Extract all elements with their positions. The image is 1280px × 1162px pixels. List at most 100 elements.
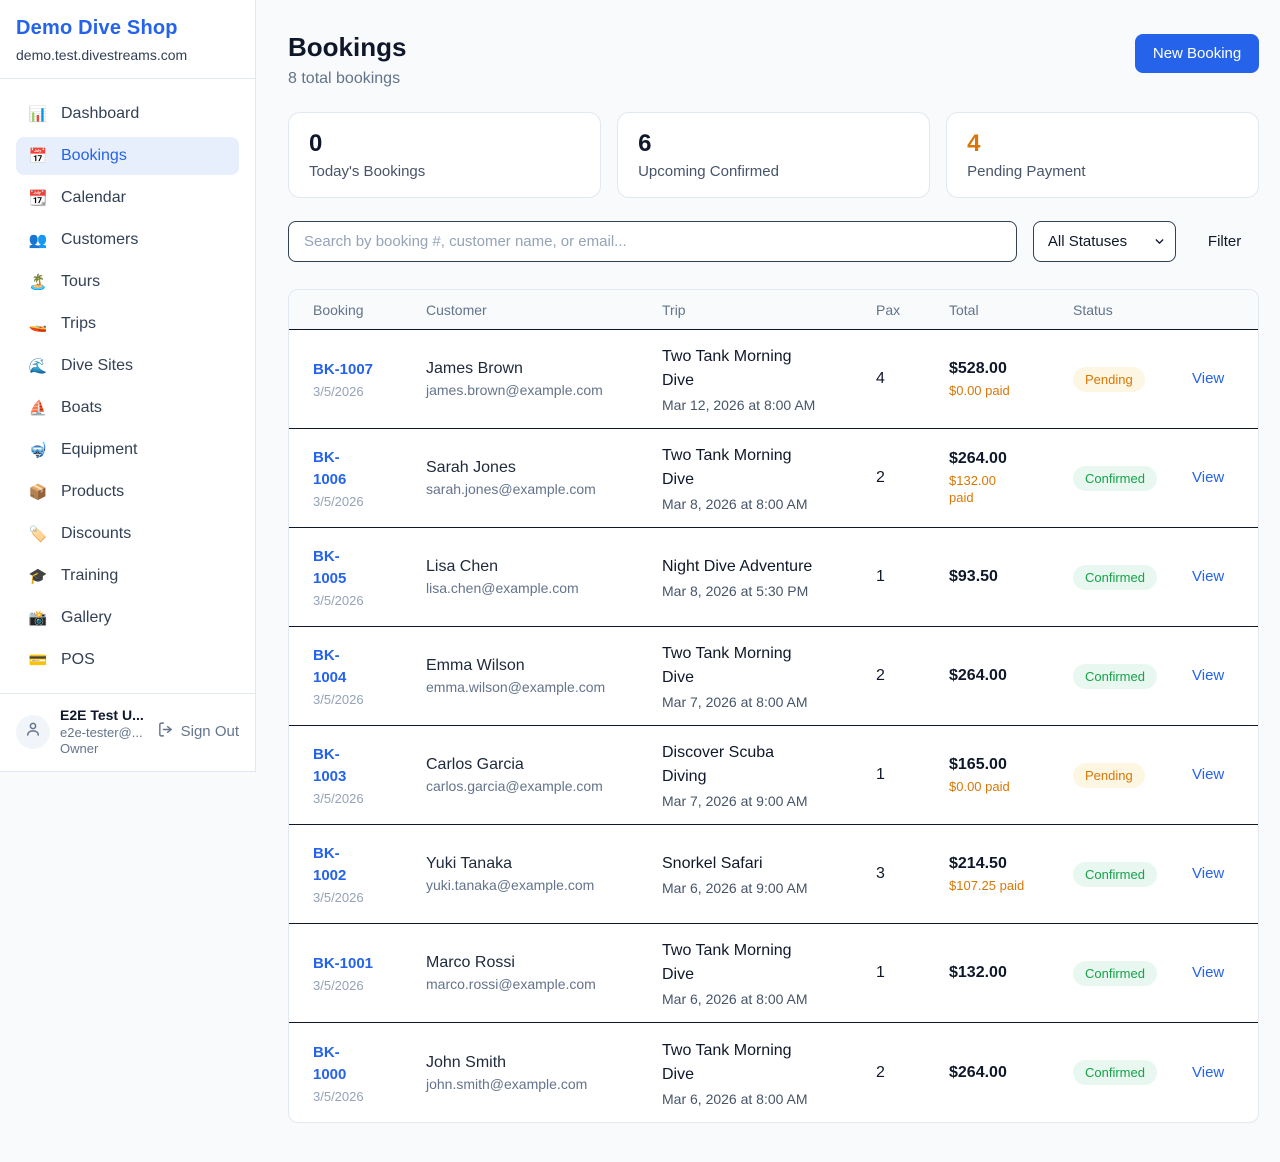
sidebar-item-training[interactable]: 🎓 Training xyxy=(16,557,239,595)
status-cell: Pending xyxy=(1073,366,1192,392)
total-cell: $528.00 $0.00 paid xyxy=(949,360,1073,399)
customer-email: carlos.garcia@example.com xyxy=(426,778,603,794)
booking-date: 3/5/2026 xyxy=(313,692,364,707)
customer-cell: Carlos Garcia carlos.garcia@example.com xyxy=(426,756,662,794)
tear-off-calendar-icon: 📆 xyxy=(28,189,48,207)
table-row: BK- 1002 3/5/2026 Yuki Tanaka yuki.tanak… xyxy=(289,825,1259,924)
view-link[interactable]: View xyxy=(1192,865,1225,882)
booking-date: 3/5/2026 xyxy=(313,1088,364,1104)
booking-cell: BK- 1005 3/5/2026 xyxy=(313,546,426,608)
trip-cell: Two Tank Morning Dive Mar 6, 2026 at 8:0… xyxy=(662,1039,876,1107)
page-title: Bookings xyxy=(288,32,407,62)
sidebar-item-label: Dashboard xyxy=(61,105,140,122)
total-cell: $214.50 $107.25 paid xyxy=(949,855,1073,894)
table-row: BK-1007 3/5/2026 James Brown james.brown… xyxy=(289,330,1259,429)
booking-id-link[interactable]: BK- 1005 xyxy=(313,548,347,587)
customer-email: james.brown@example.com xyxy=(426,382,603,398)
trip-name: Two Tank Morning Dive xyxy=(662,645,792,686)
sidebar-item-pos[interactable]: 💳 POS xyxy=(16,641,239,679)
status-cell: Confirmed xyxy=(1073,663,1192,689)
search-input[interactable] xyxy=(288,221,1017,262)
sidebar-item-gallery[interactable]: 📸 Gallery xyxy=(16,599,239,637)
sidebar-item-trips[interactable]: 🚤 Trips xyxy=(16,305,239,343)
table-row: BK- 1005 3/5/2026 Lisa Chen lisa.chen@ex… xyxy=(289,528,1259,627)
booking-id-link[interactable]: BK- 1002 xyxy=(313,845,347,884)
status-cell: Pending xyxy=(1073,762,1192,788)
booking-id-link[interactable]: BK-1007 xyxy=(313,361,374,378)
customer-email: emma.wilson@example.com xyxy=(426,679,606,695)
user-name: E2E Test U... xyxy=(60,707,144,723)
booking-id-link[interactable]: BK- 1000 xyxy=(313,1043,347,1083)
status-badge: Confirmed xyxy=(1073,564,1157,590)
view-link[interactable]: View xyxy=(1192,964,1225,981)
page-subtitle: 8 total bookings xyxy=(288,70,401,87)
customer-cell: Yuki Tanaka yuki.tanaka@example.com xyxy=(426,855,662,893)
customer-cell: Emma Wilson emma.wilson@example.com xyxy=(426,657,662,695)
customer-cell: Sarah Jones sarah.jones@example.com xyxy=(426,459,662,497)
booking-id-link[interactable]: BK- 1004 xyxy=(313,647,347,686)
status-badge: Pending xyxy=(1073,762,1145,788)
sidebar-item-label: Calendar xyxy=(61,189,126,206)
sidebar-item-dashboard[interactable]: 📊 Dashboard xyxy=(16,95,239,133)
booking-cell: BK- 1003 3/5/2026 xyxy=(313,744,426,806)
total-cell: $264.00 xyxy=(949,1064,1073,1082)
booking-cell: BK-1007 3/5/2026 xyxy=(313,359,426,399)
stat-card: 4 Pending Payment xyxy=(946,112,1260,198)
bar-chart-icon: 📊 xyxy=(28,105,48,123)
sidebar-item-dive-sites[interactable]: 🌊 Dive Sites xyxy=(16,347,239,385)
trip-name: Discover Scuba Diving xyxy=(662,744,775,785)
booking-date: 3/5/2026 xyxy=(313,791,364,806)
booking-id-link[interactable]: BK- 1003 xyxy=(313,746,347,785)
stat-value: 0 xyxy=(309,130,323,157)
stat-label: Upcoming Confirmed xyxy=(638,163,779,180)
table-body: BK-1007 3/5/2026 James Brown james.brown… xyxy=(289,330,1259,1122)
brand-domain: demo.test.divestreams.com xyxy=(16,47,188,63)
new-booking-button[interactable]: New Booking xyxy=(1134,34,1260,73)
customer-cell: Marco Rossi marco.rossi@example.com xyxy=(426,954,662,992)
sidebar-item-bookings[interactable]: 📅 Bookings xyxy=(16,137,239,175)
sidebar-item-equipment[interactable]: 🤿 Equipment xyxy=(16,431,239,469)
sidebar-nav: 📊 Dashboard 📅 Bookings 📆 Calendar 👥 Cust… xyxy=(0,79,255,693)
sidebar-item-discounts[interactable]: 🏷️ Discounts xyxy=(16,515,239,553)
table-header-row: Booking Customer Trip Pax Total Status xyxy=(289,290,1259,330)
sign-out-button[interactable]: Sign Out xyxy=(157,721,239,742)
status-filter-select[interactable]: All Statuses xyxy=(1032,221,1176,262)
sidebar-item-customers[interactable]: 👥 Customers xyxy=(16,221,239,259)
sidebar-item-tours[interactable]: 🏝️ Tours xyxy=(16,263,239,301)
toolbar: All Statuses Filter xyxy=(288,221,1259,262)
paid-amount: $132.00 paid xyxy=(949,473,996,505)
filter-button[interactable]: Filter xyxy=(1190,233,1259,250)
sign-out-label: Sign Out xyxy=(180,723,239,740)
table-row: BK- 1004 3/5/2026 Emma Wilson emma.wilso… xyxy=(289,627,1259,726)
view-link[interactable]: View xyxy=(1192,469,1225,486)
sidebar-item-calendar[interactable]: 📆 Calendar xyxy=(16,179,239,217)
sidebar-item-label: Bookings xyxy=(61,147,127,164)
stat-card: 6 Upcoming Confirmed xyxy=(617,112,931,198)
booking-id-link[interactable]: BK-1001 xyxy=(313,955,374,972)
view-link[interactable]: View xyxy=(1192,568,1225,585)
total-cell: $93.50 xyxy=(949,568,1073,586)
customer-name: James Brown xyxy=(426,360,523,377)
trip-datetime: Mar 6, 2026 at 8:00 AM xyxy=(662,1090,808,1107)
customer-email: lisa.chen@example.com xyxy=(426,580,579,596)
view-link[interactable]: View xyxy=(1192,370,1225,387)
sidebar-item-boats[interactable]: ⛵ Boats xyxy=(16,389,239,427)
trip-cell: Discover Scuba Diving Mar 7, 2026 at 9:0… xyxy=(662,741,876,809)
sidebar-item-products[interactable]: 📦 Products xyxy=(16,473,239,511)
status-badge: Confirmed xyxy=(1073,960,1157,986)
pax-count: 2 xyxy=(876,667,885,684)
pax-count: 2 xyxy=(876,469,885,486)
column-header-trip: Trip xyxy=(662,301,686,318)
paid-amount: $0.00 paid xyxy=(949,382,1010,398)
brand-title[interactable]: Demo Dive Shop xyxy=(16,17,178,39)
status-badge: Confirmed xyxy=(1073,1060,1157,1085)
trip-datetime: Mar 8, 2026 at 5:30 PM xyxy=(662,583,809,599)
booking-id-link[interactable]: BK- 1006 xyxy=(313,449,347,488)
booking-cell: BK- 1006 3/5/2026 xyxy=(313,447,426,509)
view-link[interactable]: View xyxy=(1192,766,1225,783)
view-link[interactable]: View xyxy=(1192,667,1225,684)
trip-name: Two Tank Morning Dive xyxy=(662,942,792,983)
view-cell: View xyxy=(1192,766,1234,784)
people-icon: 👥 xyxy=(28,231,48,249)
view-link[interactable]: View xyxy=(1192,1063,1225,1081)
